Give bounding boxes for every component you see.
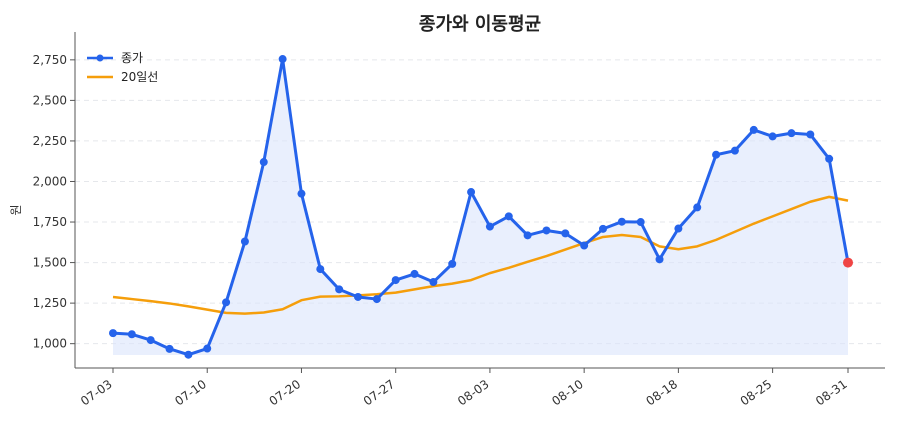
data-point-close: [203, 344, 212, 353]
data-point-close: [335, 285, 344, 294]
y-tick-label: 1,250: [33, 296, 67, 310]
data-point-close: [655, 255, 664, 264]
y-tick-label: 1,000: [33, 337, 67, 351]
series: [109, 55, 853, 359]
y-tick-label: 2,000: [33, 174, 67, 188]
legend-label-close: 종가: [121, 51, 143, 65]
data-point-close: [749, 125, 758, 134]
y-tick-label: 2,750: [33, 53, 67, 67]
data-point-close: [787, 129, 796, 138]
data-point-close: [523, 231, 532, 240]
data-point-close: [636, 218, 645, 227]
x-tick-label: 08-10: [549, 377, 586, 408]
data-point-close: [316, 265, 325, 274]
data-point-close: [297, 189, 306, 198]
area-fill: [113, 59, 848, 356]
data-point-close: [768, 132, 777, 141]
x-tick-label: 07-27: [361, 377, 398, 408]
data-point-close: [184, 350, 193, 359]
data-point-close: [448, 259, 457, 268]
x-tick-label: 07-10: [172, 377, 209, 408]
data-point-close: [617, 217, 626, 226]
x-tick-label: 08-31: [813, 377, 850, 408]
y-tick-label: 2,250: [33, 134, 67, 148]
legend-marker-close: [96, 54, 104, 62]
data-point-close: [127, 330, 136, 339]
data-point-close: [372, 295, 381, 304]
series-line-close: [112, 57, 850, 357]
data-point-close: [109, 329, 117, 338]
data-point-close: [674, 224, 683, 233]
data-point-close: [730, 146, 739, 155]
data-point-close: [240, 237, 249, 246]
data-point-close: [146, 336, 155, 345]
data-point-close: [429, 278, 438, 287]
data-point-close: [693, 203, 702, 212]
data-point-close: [165, 344, 174, 353]
data-point-close: [561, 229, 570, 238]
chart-title: 종가와 이동평균: [419, 14, 541, 35]
data-point-close: [599, 224, 607, 233]
series-line-ma20: [112, 195, 849, 315]
y-tick-label: 1,750: [33, 215, 67, 229]
data-point-close: [410, 269, 419, 278]
data-point-close: [542, 226, 551, 235]
y-axis-label: 원: [9, 204, 23, 215]
x-tick-label: 08-03: [455, 377, 492, 408]
data-point-close: [712, 150, 721, 159]
data-point-close: [504, 212, 513, 221]
x-tick-label: 08-25: [738, 377, 775, 408]
data-point-last: [843, 257, 853, 268]
legend-label-ma20: 20일선: [121, 70, 158, 84]
data-point-close: [259, 158, 268, 167]
y-tick-label: 2,500: [33, 93, 67, 107]
data-point-close: [467, 188, 476, 197]
data-point-close: [580, 241, 589, 250]
data-point-close: [278, 55, 287, 64]
data-point-close: [806, 130, 815, 139]
x-tick-label: 08-18: [644, 377, 681, 408]
close-area-fill: [113, 59, 848, 356]
data-point-close: [354, 292, 362, 301]
data-point-close: [485, 222, 494, 231]
data-point-close: [222, 298, 231, 307]
x-tick-label: 07-03: [78, 377, 115, 408]
data-point-close: [825, 154, 834, 163]
data-point-close: [391, 276, 400, 285]
y-tick-label: 1,500: [33, 256, 67, 270]
legend: 종가 20일선: [87, 51, 158, 84]
x-tick-label: 07-20: [267, 377, 304, 408]
